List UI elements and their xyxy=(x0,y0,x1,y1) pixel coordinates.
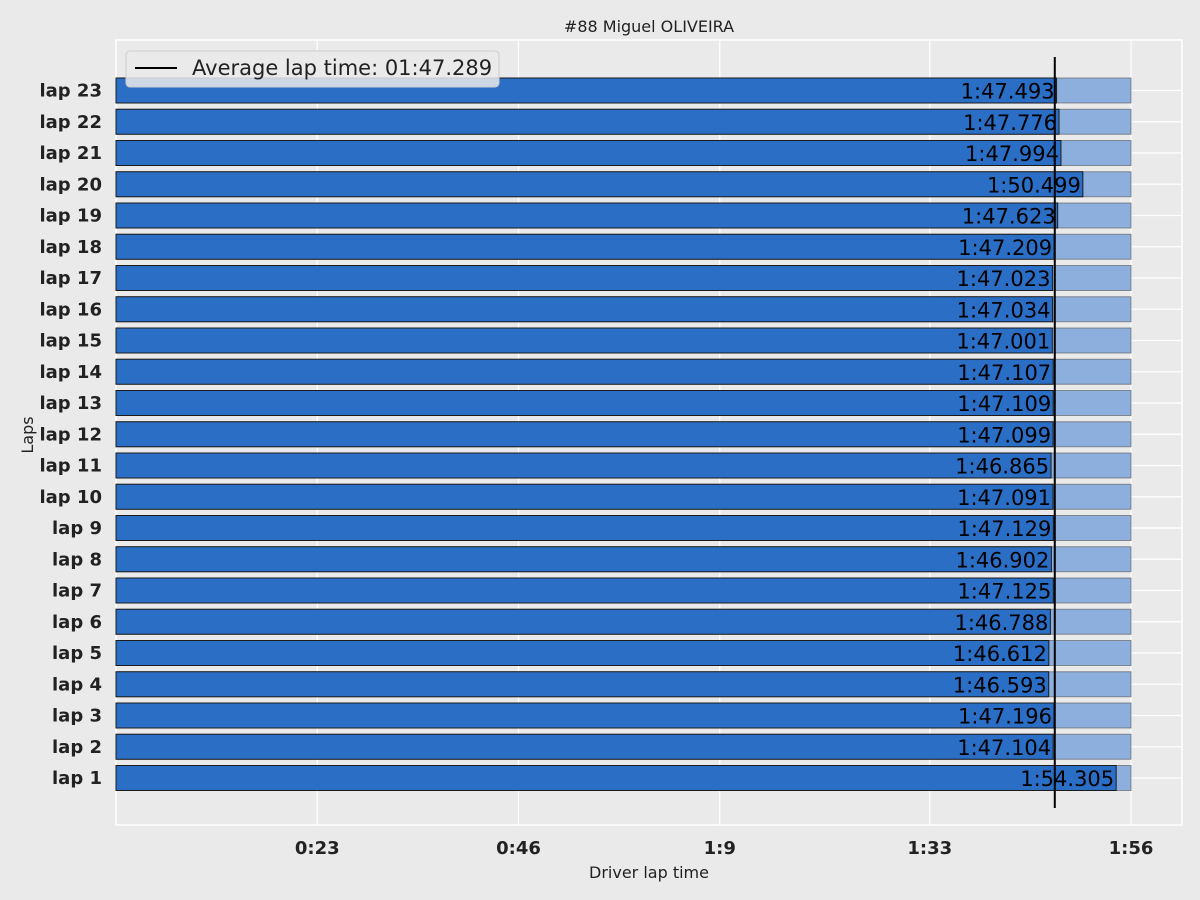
lap-bar xyxy=(115,358,1054,385)
bar-value-label: 1:46.902 xyxy=(955,548,1049,572)
bar-value-label: 1:47.034 xyxy=(957,298,1051,322)
x-tick-label: 1:9 xyxy=(704,838,736,859)
chart-title: #88 Miguel OLIVEIRA xyxy=(564,17,734,36)
y-tick-label: lap 21 xyxy=(39,143,102,164)
y-tick-label: lap 23 xyxy=(39,81,102,102)
lap-bar xyxy=(115,702,1055,729)
lap-bar xyxy=(115,546,1052,573)
x-tick-label: 1:56 xyxy=(1109,838,1154,859)
y-tick-label: lap 10 xyxy=(39,487,102,508)
lap-bar xyxy=(115,608,1051,635)
y-tick-labels: lap 1 lap 2 lap 3 lap 4 lap 5 lap 6 lap 7 lap 8… xyxy=(39,81,102,790)
bar-value-label: 1:47.125 xyxy=(957,580,1051,604)
bar-value-label: 1:47.023 xyxy=(957,267,1051,291)
bar-value-label: 1:47.099 xyxy=(957,423,1051,447)
y-tick-label: lap 14 xyxy=(39,362,102,383)
y-tick-label: lap 22 xyxy=(39,112,102,133)
lap-bar xyxy=(115,577,1054,604)
y-tick-label: lap 7 xyxy=(52,581,102,602)
bar-value-label: 1:54.305 xyxy=(1020,767,1114,791)
lap-bar xyxy=(115,421,1054,448)
bar-value-label: 1:47.623 xyxy=(962,205,1056,229)
y-tick-label: lap 15 xyxy=(39,331,102,352)
x-tick-labels: 0:23 0:46 1:9 1:33 1:56 xyxy=(295,838,1154,859)
bar-value-label: 1:46.788 xyxy=(954,611,1048,635)
y-tick-label: lap 11 xyxy=(39,456,102,477)
y-tick-label: lap 17 xyxy=(39,268,102,289)
bar-value-label: 1:47.129 xyxy=(957,517,1051,541)
y-tick-label: lap 4 xyxy=(52,674,102,695)
y-tick-label: lap 6 xyxy=(52,612,102,633)
bar-value-label: 1:47.107 xyxy=(957,361,1051,385)
legend: Average lap time: 01:47.289 xyxy=(125,50,500,88)
bar-value-label: 1:46.865 xyxy=(955,455,1049,479)
bar-value-label: 1:47.001 xyxy=(956,330,1050,354)
lap-bar xyxy=(115,108,1060,135)
lap-bar xyxy=(115,327,1053,354)
bar-value-label: 1:47.209 xyxy=(958,236,1052,260)
y-tick-label: lap 2 xyxy=(52,737,102,758)
lap-bar xyxy=(115,390,1054,416)
lap-bar xyxy=(115,233,1055,260)
lap-bar xyxy=(115,202,1059,229)
lap-bar xyxy=(115,640,1050,666)
y-tick-label: lap 19 xyxy=(39,206,102,227)
y-tick-label: lap 5 xyxy=(52,643,102,664)
x-axis-label: Driver lap time xyxy=(589,863,709,882)
y-tick-label: lap 20 xyxy=(39,174,102,195)
bar-value-label: 1:46.593 xyxy=(953,673,1047,697)
y-tick-label: lap 13 xyxy=(39,393,102,414)
lap-bars xyxy=(115,77,1117,791)
y-tick-label: lap 12 xyxy=(39,424,102,445)
y-tick-label: lap 16 xyxy=(39,299,102,320)
y-tick-label: lap 3 xyxy=(52,706,102,727)
bar-value-label: 1:47.493 xyxy=(961,80,1055,104)
bar-value-label: 1:47.091 xyxy=(957,486,1051,510)
bar-value-label: 1:50.499 xyxy=(987,173,1081,197)
x-tick-label: 0:46 xyxy=(496,838,541,859)
lap-bar xyxy=(115,671,1050,698)
lap-bar xyxy=(115,140,1062,166)
lap-bar xyxy=(115,733,1054,760)
lap-bar xyxy=(115,296,1054,323)
bar-value-label: 1:47.994 xyxy=(965,142,1059,166)
bar-value-label: 1:47.776 xyxy=(963,111,1057,135)
y-tick-label: lap 8 xyxy=(52,549,102,570)
y-tick-label: lap 1 xyxy=(52,768,102,789)
lap-bar xyxy=(115,171,1084,198)
legend-label: Average lap time: 01:47.289 xyxy=(192,56,492,80)
y-tick-label: lap 18 xyxy=(39,237,102,258)
value-labels: 1:54.305 1:47.104 1:47.196 1:46.593 1:46.612… xyxy=(953,80,1114,792)
lap-bar xyxy=(115,265,1053,291)
x-tick-label: 1:33 xyxy=(907,838,952,859)
bar-value-label: 1:47.104 xyxy=(957,736,1051,760)
bar-value-label: 1:47.109 xyxy=(957,392,1051,416)
y-axis-label: Laps xyxy=(18,416,37,453)
lap-bar xyxy=(115,452,1052,479)
bar-value-label: 1:46.612 xyxy=(953,642,1047,666)
y-tick-label: lap 9 xyxy=(52,518,102,539)
bar-value-label: 1:47.196 xyxy=(958,705,1052,729)
lap-bar xyxy=(115,765,1117,791)
x-tick-label: 0:23 xyxy=(295,838,340,859)
lap-bar xyxy=(115,515,1054,541)
lap-bar xyxy=(115,483,1054,510)
legend-box xyxy=(125,50,500,88)
